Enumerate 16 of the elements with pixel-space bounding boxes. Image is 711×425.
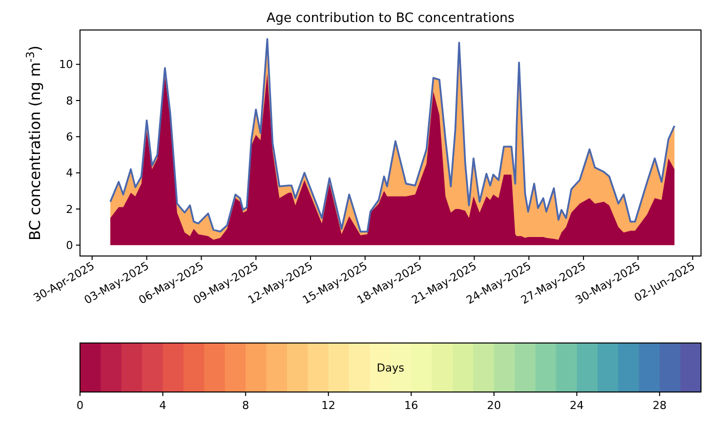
color-bar-label: 20 — [487, 399, 501, 412]
color-bar-label: 24 — [570, 399, 584, 412]
color-bar-label: 4 — [159, 399, 166, 412]
color-bar-label: 0 — [76, 399, 84, 412]
y-tick-label: 10 — [59, 58, 73, 72]
y-tick-label: 2 — [66, 202, 73, 216]
color-bar-label: 28 — [652, 399, 667, 412]
y-tick-label: 0 — [66, 239, 73, 252]
y-tick-label: 4 — [66, 166, 73, 180]
color-bar-label: 12 — [321, 399, 336, 412]
color-bar-label: 16 — [404, 399, 418, 412]
chart-title: Age contribution to BC concentrations — [266, 11, 515, 26]
color-bar-title: Days — [376, 361, 404, 374]
color-bar-label: 8 — [242, 399, 250, 412]
y-tick-label: 6 — [66, 130, 73, 144]
y-tick-label: 8 — [66, 94, 73, 108]
